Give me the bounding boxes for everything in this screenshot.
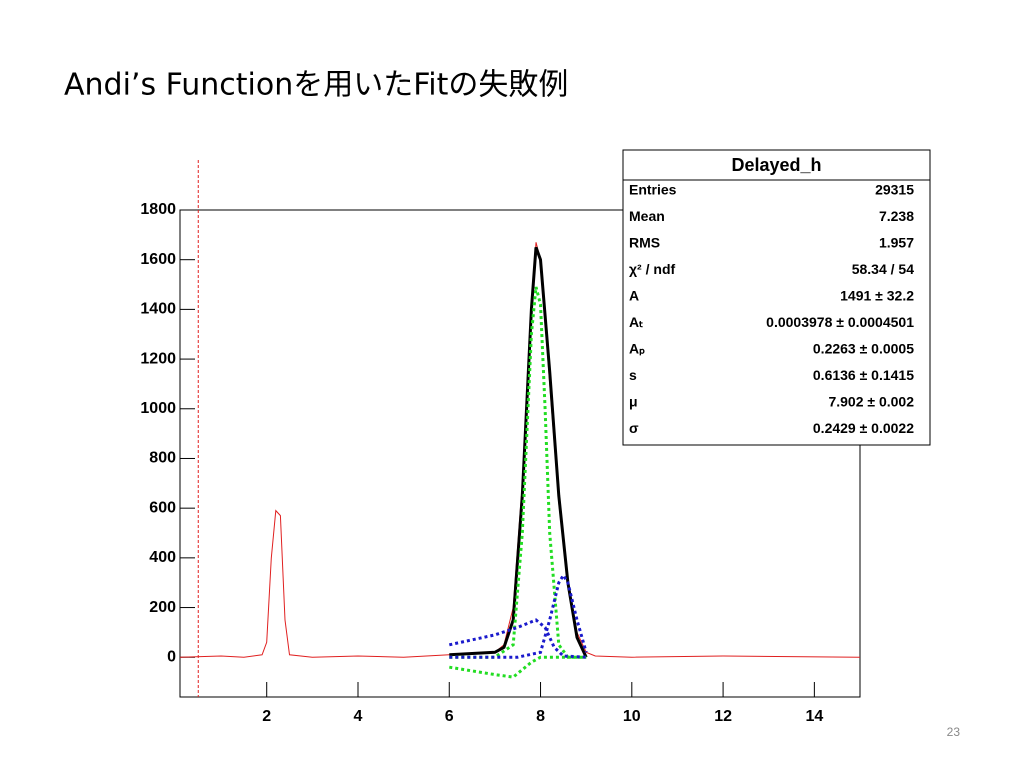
y-tick-label: 1200 xyxy=(140,350,176,367)
y-tick-label: 400 xyxy=(149,549,176,566)
stats-label: Aₚ xyxy=(629,341,645,357)
y-tick-label: 1800 xyxy=(140,201,176,218)
stats-label: μ xyxy=(629,394,638,410)
stats-value: 7.238 xyxy=(879,208,914,224)
stats-label: A xyxy=(629,288,639,304)
x-tick-label: 4 xyxy=(354,708,363,725)
stats-value: 0.2429 ± 0.0022 xyxy=(813,420,914,436)
y-tick-label: 800 xyxy=(149,450,176,467)
x-tick-label: 2 xyxy=(262,708,271,725)
stats-label: Entries xyxy=(629,182,677,198)
stats-value: 0.0003978 ± 0.0004501 xyxy=(766,314,914,330)
y-tick-label: 1600 xyxy=(140,251,176,268)
stats-label: s xyxy=(629,367,637,383)
stats-value: 1491 ± 32.2 xyxy=(840,288,914,304)
plot-frame xyxy=(179,209,861,698)
stats-value: 29315 xyxy=(875,182,914,198)
slide-title: Andi’s Functionを用いたFitの失敗例 xyxy=(64,68,568,103)
page-number: 23 xyxy=(947,725,961,739)
series-line xyxy=(449,286,587,659)
series-line xyxy=(449,655,587,679)
stats-title: Delayed_h xyxy=(731,155,821,175)
y-tick-label: 600 xyxy=(149,499,176,516)
stats-box xyxy=(622,149,931,446)
series-line xyxy=(449,572,588,659)
stats-label: Mean xyxy=(629,208,665,224)
stats-value: 0.2263 ± 0.0005 xyxy=(813,341,914,357)
stats-label: Aₜ xyxy=(629,314,643,330)
x-tick-label: 8 xyxy=(536,708,545,725)
x-tick-label: 14 xyxy=(805,708,823,725)
stats-value: 58.34 / 54 xyxy=(852,261,914,277)
series-line xyxy=(448,618,587,659)
x-tick-label: 10 xyxy=(623,708,641,725)
stats-label: RMS xyxy=(629,235,660,251)
stats-label: χ² / ndf xyxy=(629,261,675,277)
y-tick-label: 0 xyxy=(167,648,176,665)
stats-label: σ xyxy=(629,420,639,436)
stats-value: 7.902 ± 0.002 xyxy=(828,394,914,410)
y-tick-label: 1000 xyxy=(140,400,176,417)
x-tick-label: 12 xyxy=(714,708,732,725)
y-tick-label: 200 xyxy=(149,599,176,616)
stats-value: 1.957 xyxy=(879,235,914,251)
y-tick-label: 1400 xyxy=(140,301,176,318)
stats-value: 0.6136 ± 0.1415 xyxy=(813,367,914,383)
x-tick-label: 6 xyxy=(445,708,454,725)
